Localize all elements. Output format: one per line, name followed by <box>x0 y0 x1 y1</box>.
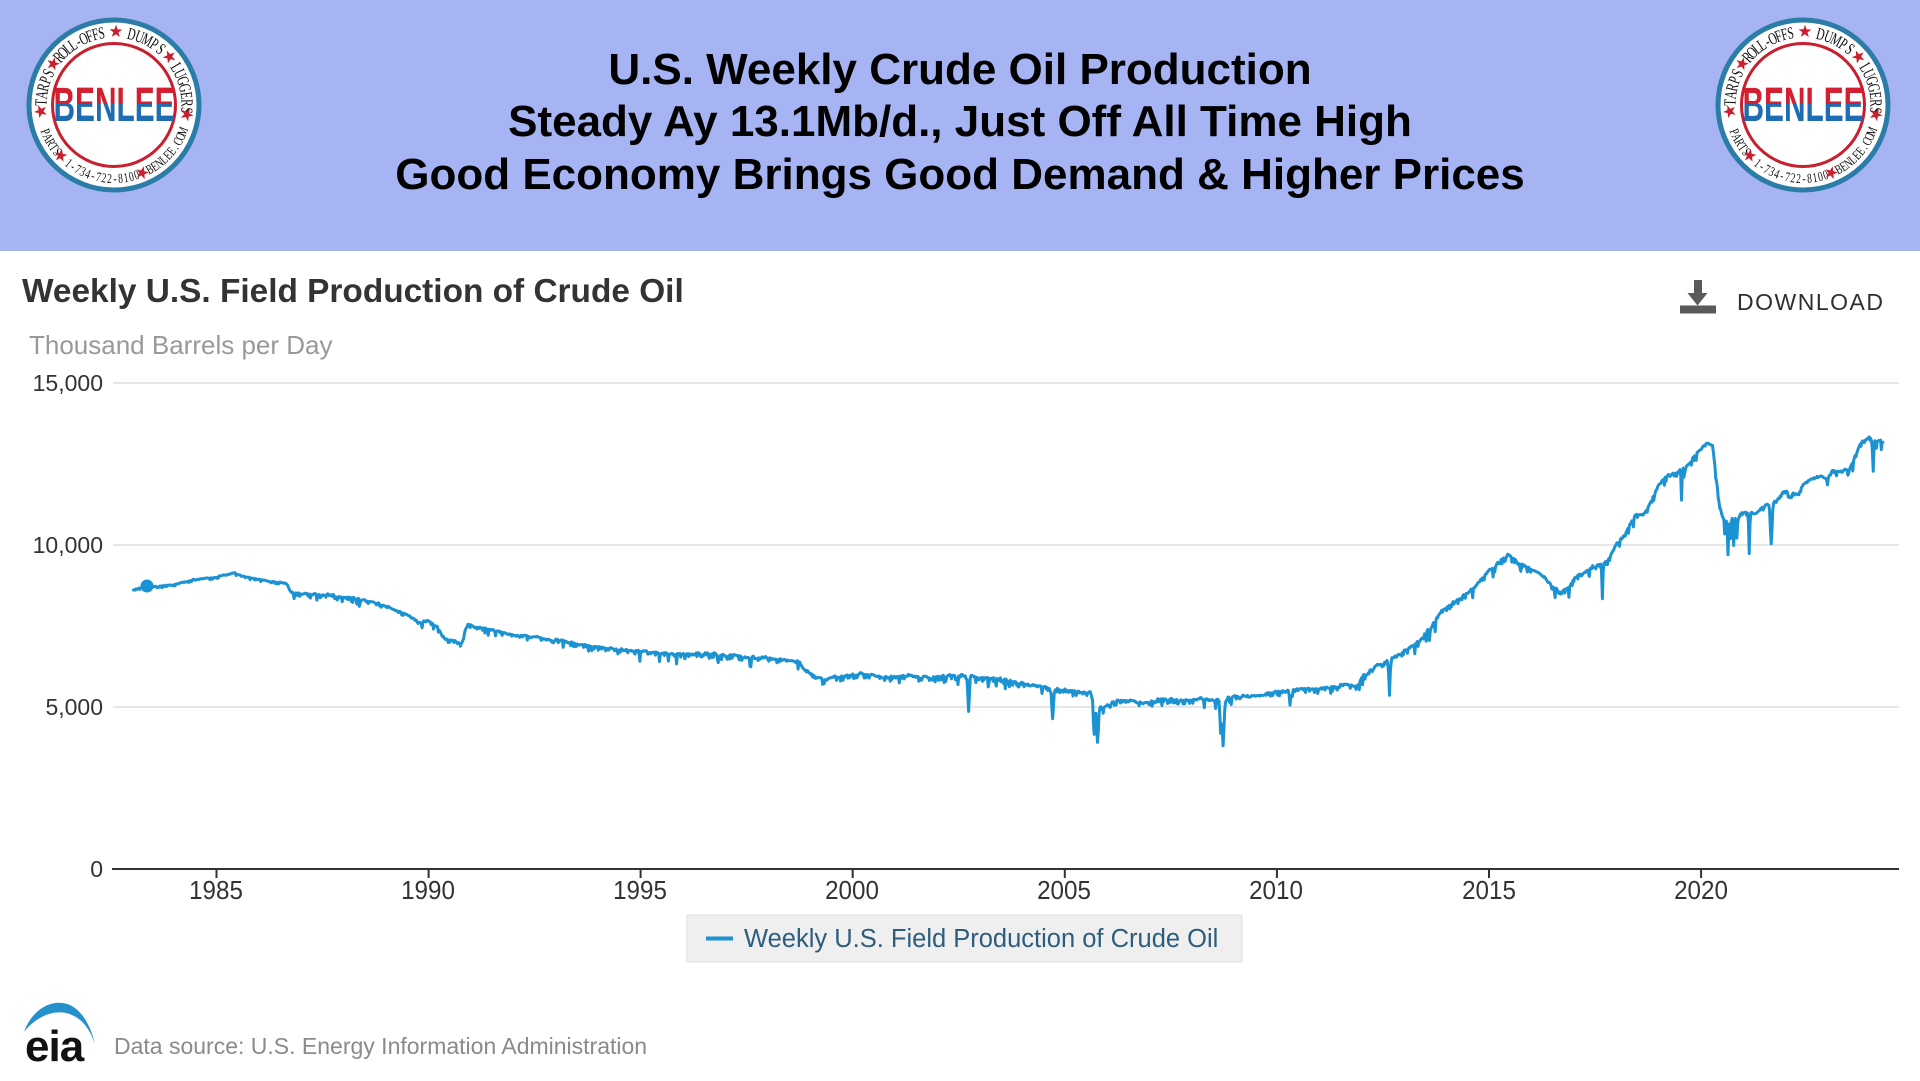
svg-text:R: R <box>1866 99 1885 107</box>
svg-text:-: - <box>1778 168 1785 183</box>
svg-text:S: S <box>1786 24 1795 44</box>
svg-text:8: 8 <box>1806 171 1812 186</box>
svg-text:E: E <box>1865 91 1885 100</box>
svg-text:1: 1 <box>1811 170 1818 186</box>
svg-text:0: 0 <box>132 167 141 183</box>
svg-text:A: A <box>1722 89 1742 100</box>
svg-text:0: 0 <box>1816 169 1824 185</box>
svg-text:-: - <box>89 168 96 183</box>
svg-text:3: 3 <box>1766 164 1777 180</box>
svg-text:2: 2 <box>107 171 113 186</box>
svg-text:S: S <box>176 106 195 114</box>
svg-text:A: A <box>33 89 53 100</box>
svg-text:7: 7 <box>95 169 103 185</box>
svg-text:F: F <box>1779 25 1790 45</box>
svg-text:.: . <box>168 141 182 151</box>
svg-text:0: 0 <box>1821 167 1830 183</box>
svg-text:-: - <box>68 159 79 173</box>
svg-text:7: 7 <box>72 162 84 178</box>
svg-text:BENLEE: BENLEE <box>1743 79 1864 132</box>
svg-text:-: - <box>1757 159 1768 173</box>
svg-text:0: 0 <box>127 169 135 185</box>
svg-text:8: 8 <box>117 171 123 186</box>
svg-text:-: - <box>1802 171 1805 186</box>
svg-text:Weekly U.S. Field Production o: Weekly U.S. Field Production of Crude Oi… <box>744 925 1218 953</box>
svg-text:-: - <box>113 171 116 186</box>
svg-text:BENLEE: BENLEE <box>1743 79 1864 132</box>
svg-text:7: 7 <box>1784 169 1792 185</box>
svg-text:T: T <box>32 99 51 107</box>
svg-text:BENLEE: BENLEE <box>54 79 175 132</box>
svg-text:.: . <box>1857 141 1871 151</box>
svg-text:R: R <box>177 99 196 107</box>
svg-text:2: 2 <box>1796 171 1802 186</box>
svg-text:4: 4 <box>83 166 93 182</box>
svg-text:E: E <box>176 91 196 100</box>
svg-text:3: 3 <box>77 164 88 180</box>
svg-text:P: P <box>37 127 53 138</box>
svg-text:7: 7 <box>1761 162 1773 178</box>
svg-text:BENLEE: BENLEE <box>54 79 175 132</box>
svg-text:F: F <box>90 25 101 45</box>
svg-text:2: 2 <box>1790 170 1797 186</box>
svg-text:2: 2 <box>101 170 108 186</box>
svg-text:T: T <box>1721 99 1740 107</box>
svg-text:S: S <box>1865 106 1884 114</box>
svg-text:4: 4 <box>1772 166 1782 182</box>
svg-text:eia: eia <box>25 1022 85 1071</box>
svg-text:P: P <box>1726 127 1742 138</box>
svg-text:S: S <box>97 24 106 44</box>
svg-text:1: 1 <box>122 170 129 186</box>
